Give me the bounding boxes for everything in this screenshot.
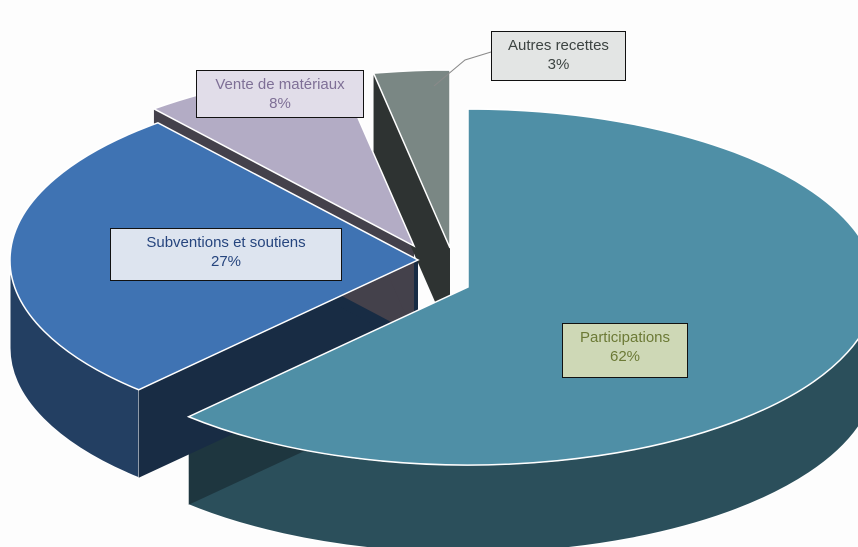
slice-top-autres [372, 69, 451, 249]
slice-label-subventions-name: Subventions et soutiens [146, 234, 306, 251]
slice-label-autres: Autres recettes 3% [491, 31, 626, 81]
leader-line-autres [433, 51, 492, 87]
slice-label-subventions: Subventions et soutiens 27% [110, 228, 342, 281]
slice-label-participations-name: Participations [579, 329, 671, 346]
slice-label-vente-value: 8% [269, 95, 291, 112]
slice-label-autres-name: Autres recettes [508, 37, 609, 54]
slice-label-participations: Participations 62% [562, 323, 688, 378]
slice-label-vente: Vente de matériaux 8% [196, 70, 364, 118]
slice-label-vente-name: Vente de matériaux [215, 76, 345, 93]
slice-label-subventions-value: 27% [210, 253, 242, 270]
slice-label-autres-value: 3% [547, 56, 570, 73]
slice-top-participations [186, 108, 858, 466]
slice-cut-autres-0 [373, 73, 450, 337]
slice-label-participations-value: 62% [609, 348, 641, 365]
